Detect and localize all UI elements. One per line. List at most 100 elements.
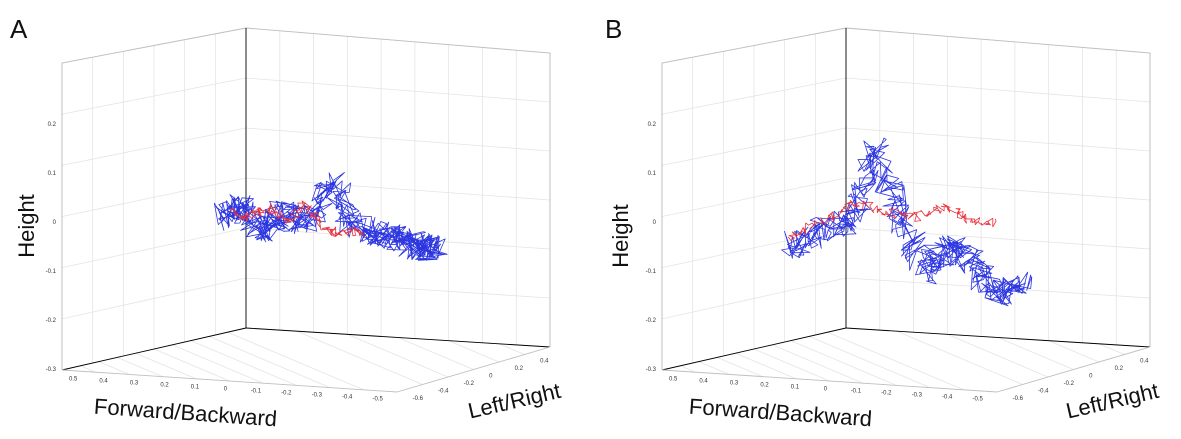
y-tick-label: 0.2 bbox=[48, 122, 57, 128]
x-tick-label: 0.1 bbox=[791, 385, 800, 391]
z-tick-label: -0.2 bbox=[1064, 381, 1075, 387]
x-tick-label: -0.5 bbox=[973, 397, 984, 403]
box-floor-edge bbox=[661, 327, 847, 371]
x-tick-label: 0 bbox=[824, 387, 828, 393]
y-tick-label: 0 bbox=[53, 220, 57, 226]
z-tick-label: -0.4 bbox=[438, 388, 449, 394]
z-tick-label: 0.4 bbox=[1140, 358, 1149, 364]
x-tick-label: -0.1 bbox=[251, 389, 262, 395]
grid-line bbox=[347, 333, 449, 378]
y-tick-label: 0 bbox=[653, 220, 657, 226]
x-tick-label: -0.2 bbox=[881, 391, 892, 397]
x-tick-label: 0.3 bbox=[130, 381, 139, 387]
x-tick-label: 0.4 bbox=[99, 379, 108, 385]
x-tick-label: 0.4 bbox=[699, 379, 708, 385]
x-tick-label: -0.1 bbox=[851, 389, 862, 395]
trajectory-blue bbox=[781, 137, 1033, 307]
panel-b-x-axis-title: Forward/Backward bbox=[688, 394, 873, 432]
y-tick-label: 0.1 bbox=[48, 171, 57, 177]
box-floor-edge bbox=[245, 327, 551, 348]
grid-line bbox=[680, 365, 696, 373]
trajectory-red bbox=[787, 200, 997, 241]
z-tick-label: 0.2 bbox=[515, 366, 524, 372]
grid-line bbox=[772, 344, 864, 384]
z-tick-label: -0.6 bbox=[413, 396, 424, 402]
panel-a-z-axis-title: Left/Right bbox=[466, 378, 563, 424]
trajectory-blue bbox=[213, 172, 448, 261]
box-front-edge bbox=[996, 346, 1151, 393]
x-tick-label: 0.5 bbox=[69, 377, 78, 383]
grid-line bbox=[397, 337, 474, 370]
x-tick-label: 0.2 bbox=[160, 383, 169, 389]
grid-line bbox=[135, 352, 197, 380]
grid-line bbox=[80, 365, 96, 373]
y-tick-label: 0.1 bbox=[648, 171, 657, 177]
grid-line bbox=[172, 344, 264, 384]
grid-line bbox=[245, 127, 551, 152]
grid-line bbox=[245, 177, 551, 201]
x-tick-label: 0.5 bbox=[669, 377, 678, 383]
grid-line bbox=[753, 348, 830, 382]
grid-line bbox=[117, 357, 163, 377]
panel-b-label: B bbox=[605, 14, 622, 44]
y-tick-label: -0.2 bbox=[46, 318, 57, 324]
grid-line bbox=[735, 352, 797, 380]
z-tick-label: 0 bbox=[489, 373, 493, 379]
y-tick-label: -0.3 bbox=[646, 367, 657, 373]
x-tick-label: 0.2 bbox=[760, 383, 769, 389]
box-floor-edge bbox=[61, 327, 247, 371]
grid-line bbox=[245, 277, 551, 299]
grid-line bbox=[845, 177, 1151, 201]
grid-line bbox=[1099, 343, 1125, 355]
box-top-edges bbox=[661, 27, 1151, 370]
grid-line bbox=[717, 357, 763, 377]
panel-a: A Height Forward/Backward Left/Right 0.2… bbox=[10, 14, 563, 431]
grid-line bbox=[997, 337, 1074, 370]
grid-line bbox=[1048, 340, 1100, 363]
y-tick-label: -0.1 bbox=[646, 269, 657, 275]
panel-a-y-axis-title: Height bbox=[14, 194, 39, 258]
x-tick-label: -0.5 bbox=[373, 397, 384, 403]
x-tick-label: -0.4 bbox=[942, 395, 953, 401]
grid-lines bbox=[661, 27, 1151, 391]
z-tick-label: -0.2 bbox=[464, 381, 475, 387]
grid-line bbox=[698, 361, 730, 375]
z-tick-label: -0.4 bbox=[1038, 388, 1049, 394]
grid-line bbox=[296, 330, 423, 385]
y-tick-label: 0.2 bbox=[648, 122, 657, 128]
x-tick-label: 0 bbox=[224, 387, 228, 393]
x-tick-label: -0.3 bbox=[912, 393, 923, 399]
y-tick-label: -0.1 bbox=[46, 269, 57, 275]
grid-line bbox=[153, 348, 230, 382]
panel-b-z-axis-title: Left/Right bbox=[1064, 378, 1161, 424]
z-tick-label: 0.4 bbox=[540, 358, 549, 364]
grid-line bbox=[947, 333, 1049, 378]
x-tick-label: 0.3 bbox=[730, 381, 739, 387]
grid-line bbox=[845, 77, 1151, 103]
trajectory-red bbox=[229, 200, 365, 237]
grid-line bbox=[499, 343, 525, 355]
x-tick-label: -0.3 bbox=[312, 393, 323, 399]
panel-a-x-axis-title: Forward/Backward bbox=[93, 394, 278, 432]
grid-line bbox=[190, 340, 297, 386]
y-tick-label: -0.2 bbox=[646, 318, 657, 324]
box-top-edges bbox=[61, 27, 551, 370]
grid-line bbox=[809, 336, 931, 388]
z-tick-label: 0 bbox=[1089, 373, 1093, 379]
panel-a-label: A bbox=[10, 14, 28, 44]
y-tick-label: -0.3 bbox=[46, 367, 57, 373]
x-tick-label: 0.1 bbox=[191, 385, 200, 391]
z-tick-label: 0.2 bbox=[1115, 366, 1124, 372]
grid-line bbox=[98, 361, 130, 375]
panel-b: B Height Forward/Backward Left/Right 0.2… bbox=[605, 14, 1161, 431]
box-floor-edge bbox=[845, 327, 1151, 348]
grid-line bbox=[227, 331, 364, 391]
x-tick-label: -0.2 bbox=[281, 391, 292, 397]
box-front-edge bbox=[661, 369, 998, 393]
grid-line bbox=[245, 77, 551, 103]
x-tick-label: -0.4 bbox=[342, 395, 353, 401]
grid-line bbox=[827, 331, 964, 391]
panel-b-y-axis-title: Height bbox=[608, 204, 633, 268]
grid-line bbox=[209, 336, 331, 388]
grid-line bbox=[845, 127, 1151, 152]
